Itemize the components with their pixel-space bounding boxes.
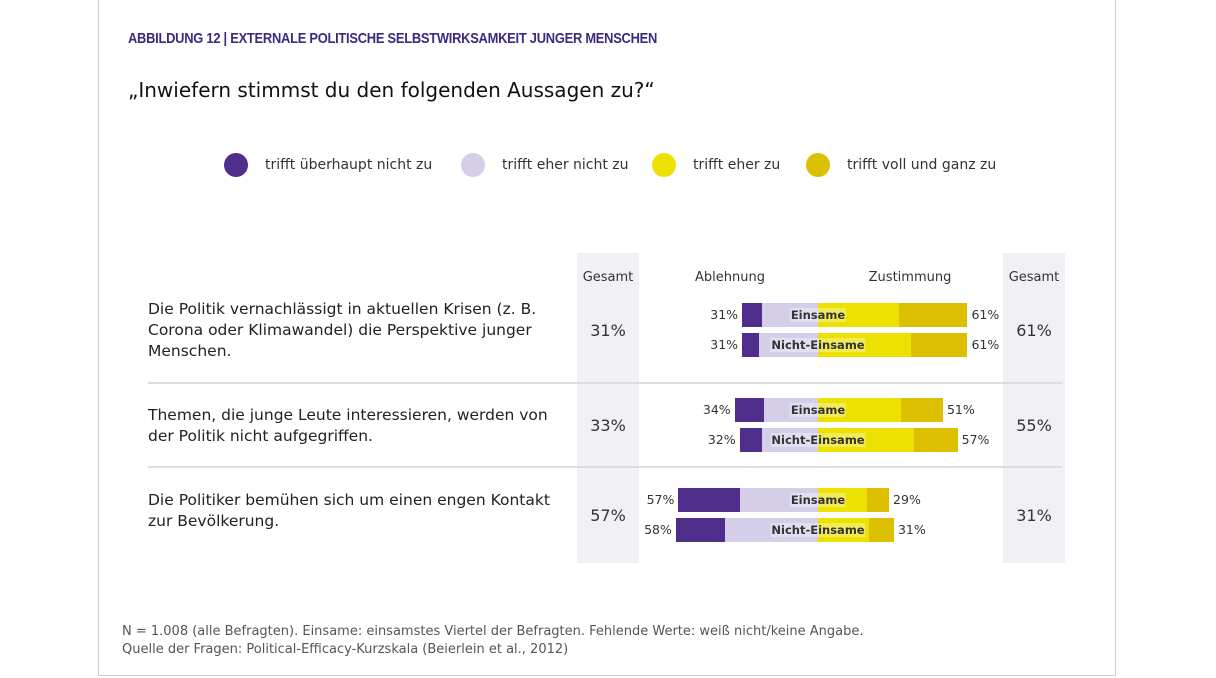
- legend-item: trifft eher nicht zu: [461, 153, 629, 177]
- header-zustimmung: Zustimmung: [868, 270, 952, 285]
- segment-strongly-disagree: [739, 428, 762, 452]
- ablehnung-label: 31%: [710, 337, 739, 352]
- zustimmung-label: 61%: [971, 307, 1000, 322]
- ablehnung-label: 57%: [646, 492, 675, 507]
- legend-label: trifft eher nicht zu: [502, 157, 629, 173]
- segment-strongly-disagree: [742, 333, 760, 357]
- legend-dot-icon: [652, 153, 676, 177]
- segment-strongly-disagree: [678, 488, 740, 512]
- gesamt-ablehnung: 33%: [590, 416, 626, 435]
- zustimmung-label: 51%: [946, 402, 975, 417]
- figure-frame: [98, 0, 1116, 676]
- statement-text: Themen, die junge Leute interessieren, w…: [148, 406, 548, 445]
- question-title: „Inwiefern stimmst du den folgenden Auss…: [128, 78, 655, 102]
- gesamt-zustimmung: 61%: [1016, 321, 1052, 340]
- source-note: Quelle der Fragen: Political-Efficacy-Ku…: [122, 642, 569, 657]
- ablehnung-label: 58%: [644, 522, 672, 537]
- segment-strongly-agree: [913, 428, 958, 452]
- segment-agree: [818, 518, 870, 542]
- header-gesamt-left: Gesamt: [582, 270, 634, 285]
- segment-agree: [818, 303, 899, 327]
- gesamt-ablehnung: 57%: [590, 506, 626, 525]
- bar-group-label: Einsame: [789, 308, 847, 322]
- legend-dot-icon: [806, 153, 830, 177]
- legend-label: trifft eher zu: [693, 157, 781, 173]
- gesamt-zustimmung: 31%: [1016, 506, 1052, 525]
- zustimmung-label: 57%: [961, 432, 990, 447]
- legend-item: trifft voll und ganz zu: [806, 153, 996, 177]
- segment-agree: [818, 398, 902, 422]
- footnote: N = 1.008 (alle Befragten). Einsame: ein…: [122, 624, 864, 639]
- legend-label: trifft überhaupt nicht zu: [265, 157, 433, 173]
- segment-agree: [818, 488, 867, 512]
- segment-strongly-agree: [867, 488, 890, 512]
- segment-strongly-disagree: [734, 398, 765, 422]
- bar-group-label: Nicht-Einsame: [770, 523, 866, 537]
- bar-group-label: Einsame: [789, 403, 847, 417]
- bar-group-label: Nicht-Einsame: [770, 338, 866, 352]
- gesamt-zustimmung: 55%: [1016, 416, 1052, 435]
- ablehnung-label: 31%: [710, 307, 739, 322]
- segment-disagree: [724, 518, 818, 542]
- segment-agree: [818, 333, 912, 357]
- zustimmung-label: 61%: [971, 337, 1000, 352]
- gesamt-left-column: [577, 253, 639, 563]
- segment-strongly-agree: [898, 303, 968, 327]
- ablehnung-label: 32%: [707, 432, 736, 447]
- statement-text: Die Politik vernachlässigt in aktuellen …: [148, 300, 537, 360]
- statement-text: Die Politiker bemühen sich um einen enge…: [148, 491, 550, 530]
- legend-item: trifft überhaupt nicht zu: [224, 153, 432, 177]
- row-divider: [148, 382, 1062, 384]
- segment-agree: [818, 428, 914, 452]
- segment-disagree: [759, 333, 818, 357]
- legend-label: trifft voll und ganz zu: [847, 157, 997, 173]
- figure-label: ABBILDUNG 12 | EXTERNALE POLITISCHE SELB…: [128, 30, 658, 47]
- ablehnung-label: 34%: [702, 402, 731, 417]
- bar-group-label: Einsame: [789, 493, 847, 507]
- segment-strongly-agree: [869, 518, 894, 542]
- gesamt-ablehnung: 31%: [590, 321, 626, 340]
- legend-dot-icon: [461, 153, 485, 177]
- segment-strongly-agree: [911, 333, 968, 357]
- zustimmung-label: 29%: [893, 492, 921, 507]
- segment-disagree: [764, 398, 818, 422]
- legend-dot-icon: [224, 153, 248, 177]
- bar-group-label: Nicht-Einsame: [770, 433, 866, 447]
- zustimmung-label: 31%: [897, 522, 926, 537]
- segment-disagree: [739, 488, 818, 512]
- gesamt-right-column: [1003, 253, 1065, 563]
- segment-disagree: [761, 428, 818, 452]
- segment-strongly-disagree: [742, 303, 762, 327]
- segment-disagree: [761, 303, 818, 327]
- segment-strongly-agree: [901, 398, 943, 422]
- legend-item: trifft eher zu: [652, 153, 780, 177]
- segment-strongly-disagree: [675, 518, 725, 542]
- row-divider: [148, 466, 1062, 468]
- header-gesamt-right: Gesamt: [1008, 270, 1060, 285]
- header-ablehnung: Ablehnung: [695, 270, 765, 285]
